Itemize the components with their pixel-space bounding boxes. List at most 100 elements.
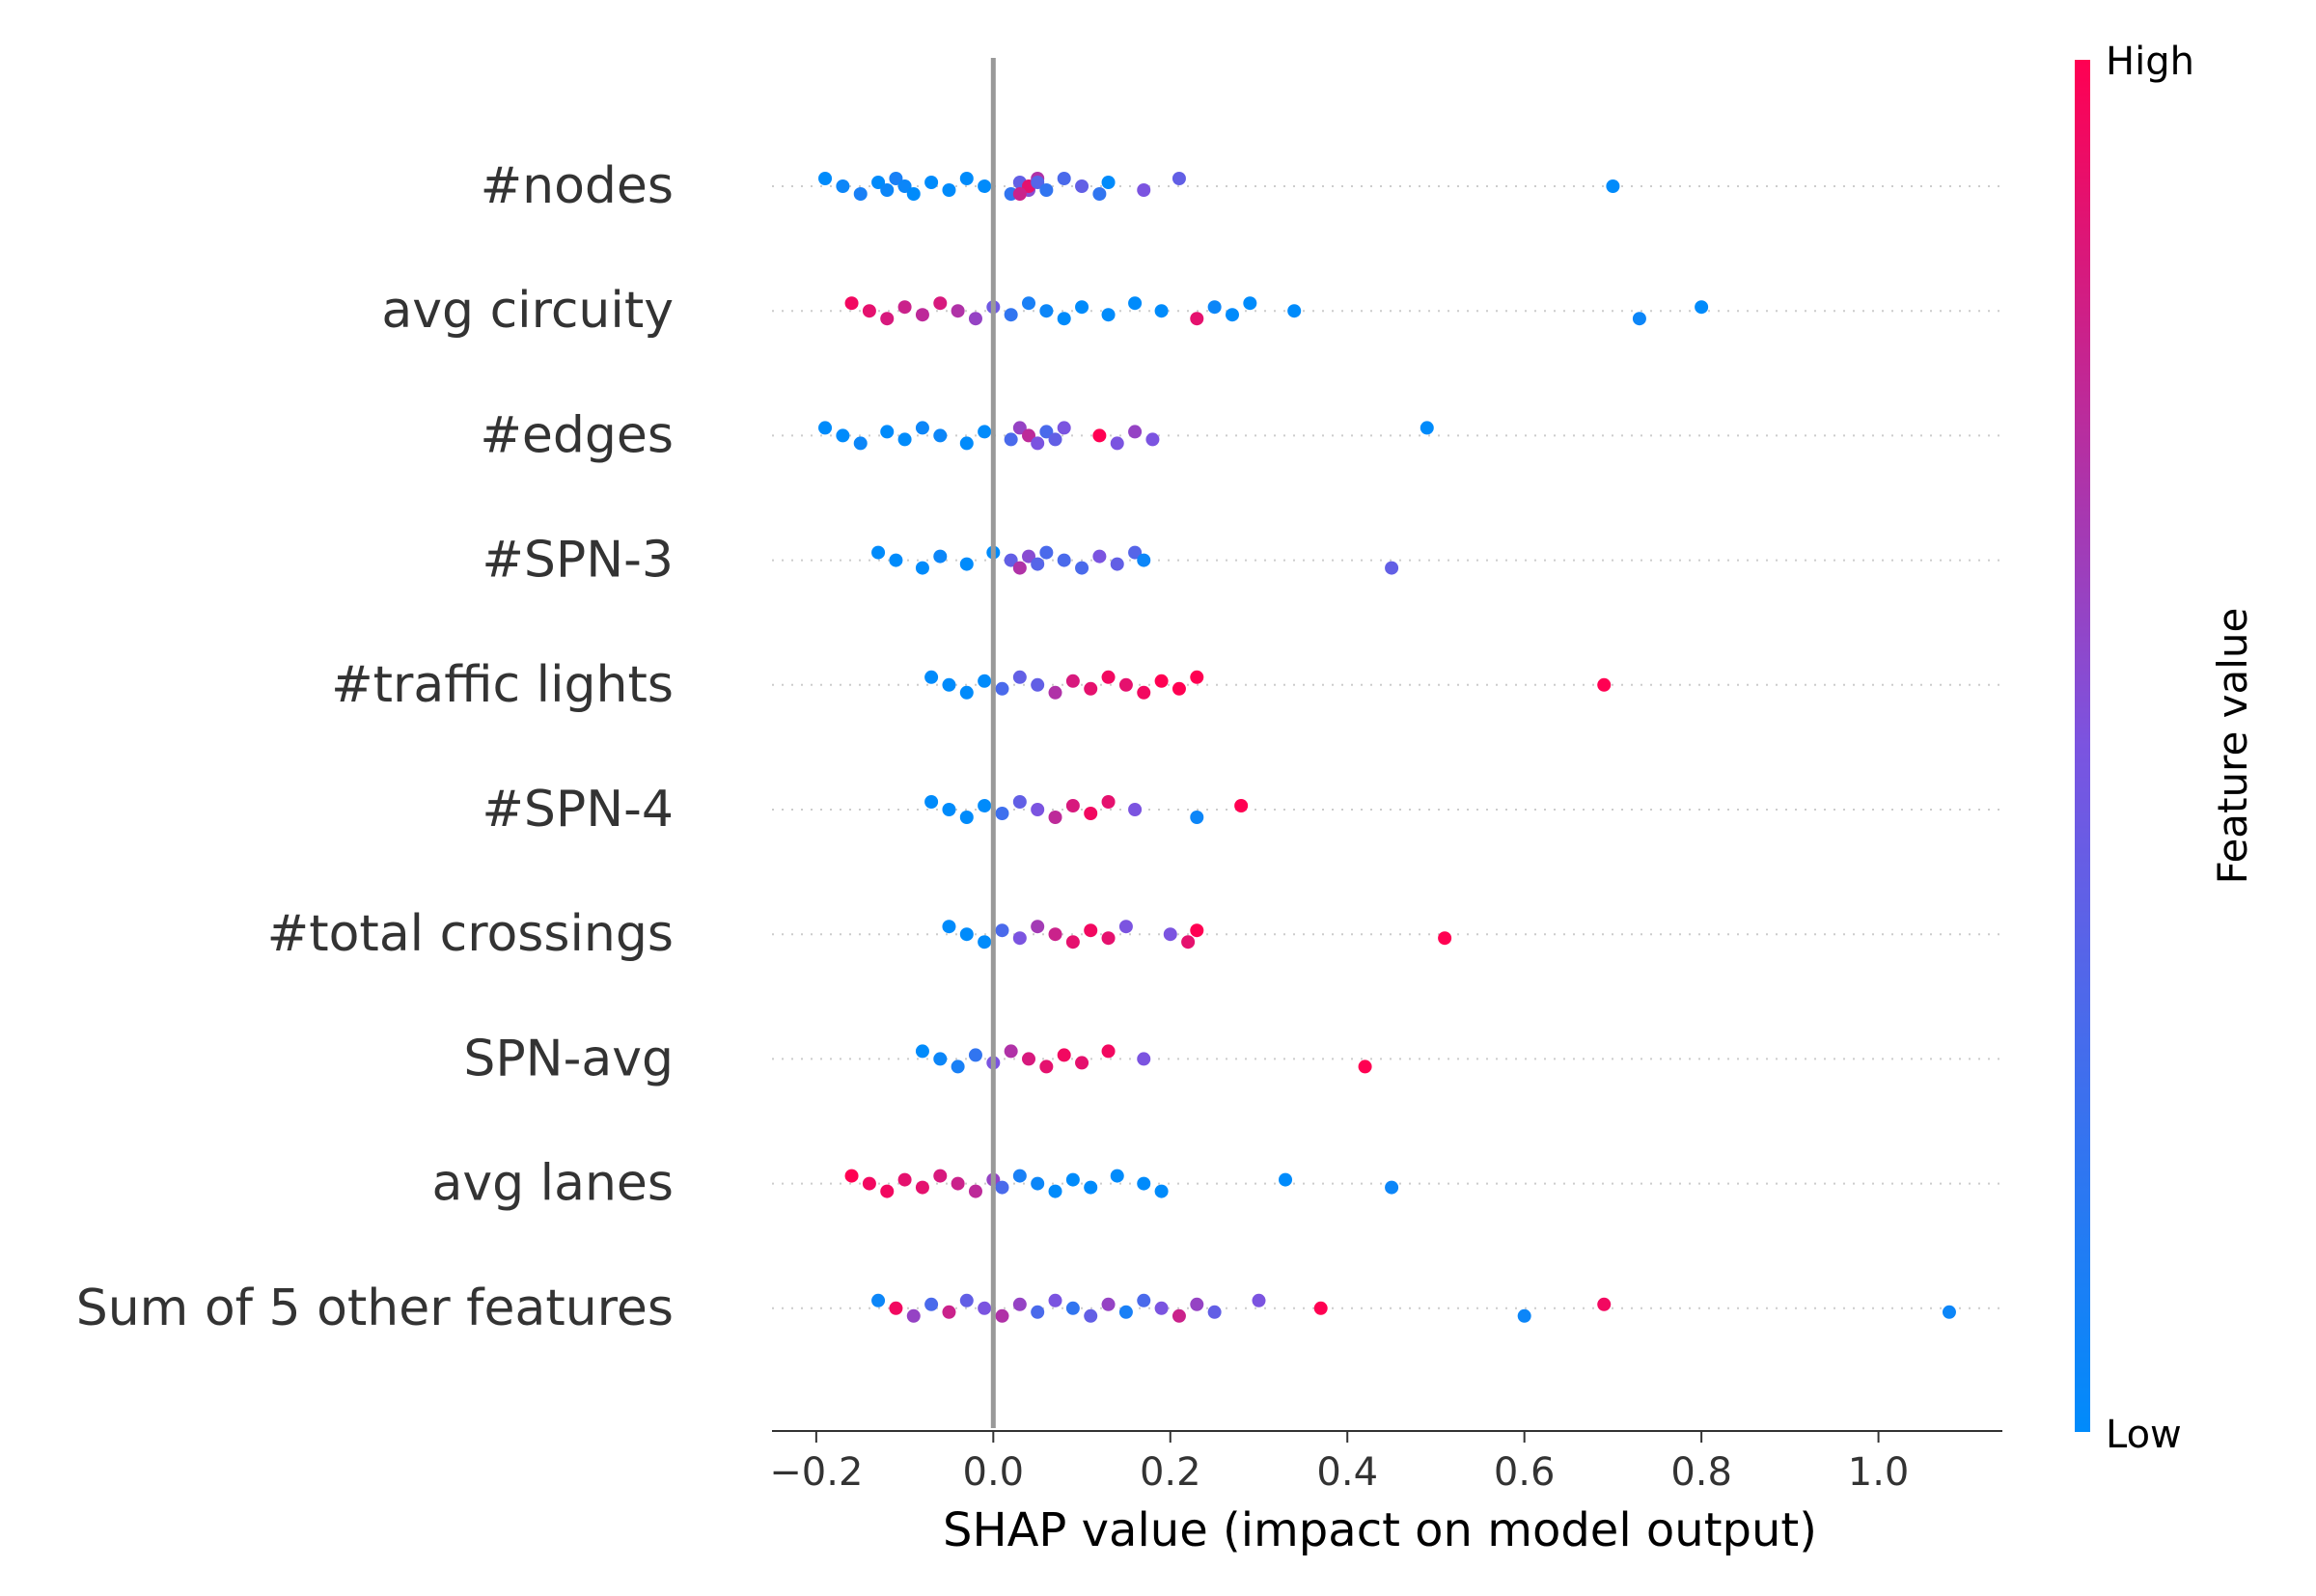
x-tick-label: 0.4 xyxy=(1316,1450,1378,1495)
data-point xyxy=(897,1172,912,1187)
data-point xyxy=(995,681,1009,696)
data-point xyxy=(1101,308,1116,322)
data-point xyxy=(1057,553,1071,567)
data-point xyxy=(897,179,912,193)
colorbar-low-label: Low xyxy=(2106,1413,2182,1457)
data-point xyxy=(1004,553,1018,567)
data-point xyxy=(1313,1301,1328,1315)
data-point xyxy=(1154,674,1169,688)
data-point xyxy=(871,176,886,189)
data-point xyxy=(1118,677,1133,692)
feature-label: Sum of 5 other features xyxy=(76,1280,674,1337)
data-point xyxy=(1190,811,1204,824)
data-point xyxy=(1190,312,1204,326)
feature-label: #SPN-4 xyxy=(482,781,674,839)
data-point xyxy=(1048,1184,1062,1198)
data-point xyxy=(1075,561,1089,575)
feature-rows: #nodes avg circuity #edges #SPN-3 #traffic l… xyxy=(76,157,2002,1337)
data-point xyxy=(1075,179,1089,193)
data-point xyxy=(1031,677,1045,692)
data-point xyxy=(942,920,956,934)
data-point xyxy=(1695,300,1709,315)
data-point xyxy=(1065,674,1080,688)
data-point xyxy=(1065,799,1080,812)
x-tick-label: −0.2 xyxy=(769,1450,863,1495)
data-point xyxy=(1084,681,1098,696)
data-point xyxy=(1154,1184,1169,1198)
data-point xyxy=(1031,803,1045,816)
data-point xyxy=(1065,935,1080,949)
data-point xyxy=(1145,432,1160,447)
feature-label: avg circuity xyxy=(381,282,674,340)
data-point xyxy=(897,300,912,315)
data-point xyxy=(1012,421,1027,435)
x-tick-label: 0.0 xyxy=(963,1450,1025,1495)
data-point xyxy=(1039,545,1054,560)
data-point xyxy=(933,296,948,311)
data-point xyxy=(1012,187,1027,201)
data-point xyxy=(1137,183,1151,197)
data-point xyxy=(1110,436,1124,451)
data-point xyxy=(995,1180,1009,1195)
data-point xyxy=(889,553,903,567)
x-tick-label: 0.6 xyxy=(1494,1450,1556,1495)
data-point xyxy=(1385,561,1399,575)
data-point xyxy=(1012,670,1027,684)
data-point xyxy=(951,1176,965,1191)
data-point xyxy=(1225,308,1239,322)
data-point xyxy=(1181,935,1196,949)
colorbar-title: Feature value xyxy=(2209,608,2256,885)
data-point xyxy=(1022,296,1036,311)
data-point xyxy=(959,172,974,185)
data-point xyxy=(1137,685,1151,700)
data-point xyxy=(1031,436,1045,451)
colorbar: High Low Feature value xyxy=(2075,40,2256,1457)
data-point xyxy=(924,176,939,189)
data-point xyxy=(968,312,982,326)
data-point xyxy=(889,172,903,185)
feature-label: SPN-avg xyxy=(463,1030,674,1087)
data-point xyxy=(1012,795,1027,809)
data-point xyxy=(978,799,992,812)
data-point xyxy=(1190,670,1204,684)
data-point xyxy=(1057,1048,1071,1062)
data-point xyxy=(933,1169,948,1183)
data-point xyxy=(1065,1172,1080,1187)
feature-label: #traffic lights xyxy=(331,656,674,714)
data-point xyxy=(844,296,859,311)
data-point xyxy=(1031,557,1045,571)
x-tick-label: 0.8 xyxy=(1670,1450,1732,1495)
data-point xyxy=(1243,296,1257,311)
data-point xyxy=(1101,1297,1116,1311)
data-point xyxy=(1190,1297,1204,1311)
data-point xyxy=(1172,172,1186,185)
data-point xyxy=(906,187,921,201)
data-point xyxy=(933,1052,948,1066)
data-point xyxy=(1110,557,1124,571)
data-point xyxy=(959,1293,974,1307)
data-point xyxy=(933,549,948,564)
data-point xyxy=(1137,1293,1151,1307)
data-point xyxy=(1084,1180,1098,1195)
data-point xyxy=(1154,1301,1169,1315)
data-point xyxy=(1234,799,1249,812)
data-point xyxy=(915,421,929,435)
data-point xyxy=(1048,685,1062,700)
data-point xyxy=(844,1169,859,1183)
feature-label: #nodes xyxy=(481,157,674,215)
data-point xyxy=(1172,681,1186,696)
data-point xyxy=(1207,1305,1222,1319)
data-points xyxy=(818,172,1956,1323)
data-point xyxy=(915,561,929,575)
data-point xyxy=(978,1301,992,1315)
feature-label: #edges xyxy=(480,406,674,464)
data-point xyxy=(1438,931,1452,946)
data-point xyxy=(995,807,1009,820)
data-point xyxy=(818,421,833,435)
data-point xyxy=(1048,1293,1062,1307)
data-point xyxy=(1118,1305,1133,1319)
data-point xyxy=(959,811,974,824)
data-point xyxy=(862,1176,876,1191)
data-point xyxy=(1048,432,1062,447)
